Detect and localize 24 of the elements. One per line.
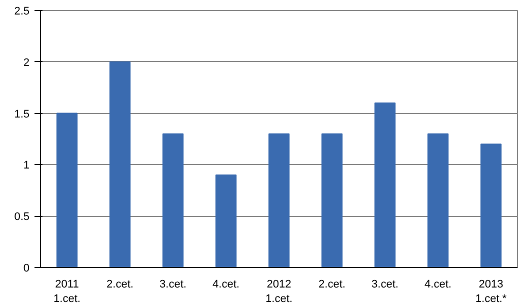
y-tick-label: 2.5 (14, 6, 30, 18)
x-tick-label: 4.cet. (424, 278, 452, 290)
bar (374, 102, 396, 268)
x-tick-label: 4.cet. (212, 278, 240, 290)
bar (162, 133, 184, 268)
x-tick-label: 2013 1.cet.* (475, 278, 508, 305)
bar (480, 144, 502, 268)
x-tick-label: 3.cet. (372, 278, 398, 290)
y-tick-label: 0.5 (14, 211, 30, 224)
y-tick-label: 2 (23, 56, 30, 69)
x-tick-label: 2012 1.cet. (266, 278, 292, 305)
x-tick-label: 2.cet. (106, 278, 134, 290)
y-tick-label: 0 (23, 262, 30, 274)
bar (109, 61, 131, 268)
x-tick-label: 2.cet. (318, 278, 346, 290)
bar (321, 133, 343, 268)
y-tick-label: 1.5 (14, 108, 30, 120)
y-tick-label: 1 (23, 160, 30, 172)
bar (56, 112, 78, 268)
bar (215, 174, 237, 268)
x-tick-label: 3.cet. (160, 278, 186, 290)
bar (427, 133, 449, 268)
x-tick-label: 2011 1.cet. (54, 278, 80, 305)
bar (268, 133, 290, 268)
